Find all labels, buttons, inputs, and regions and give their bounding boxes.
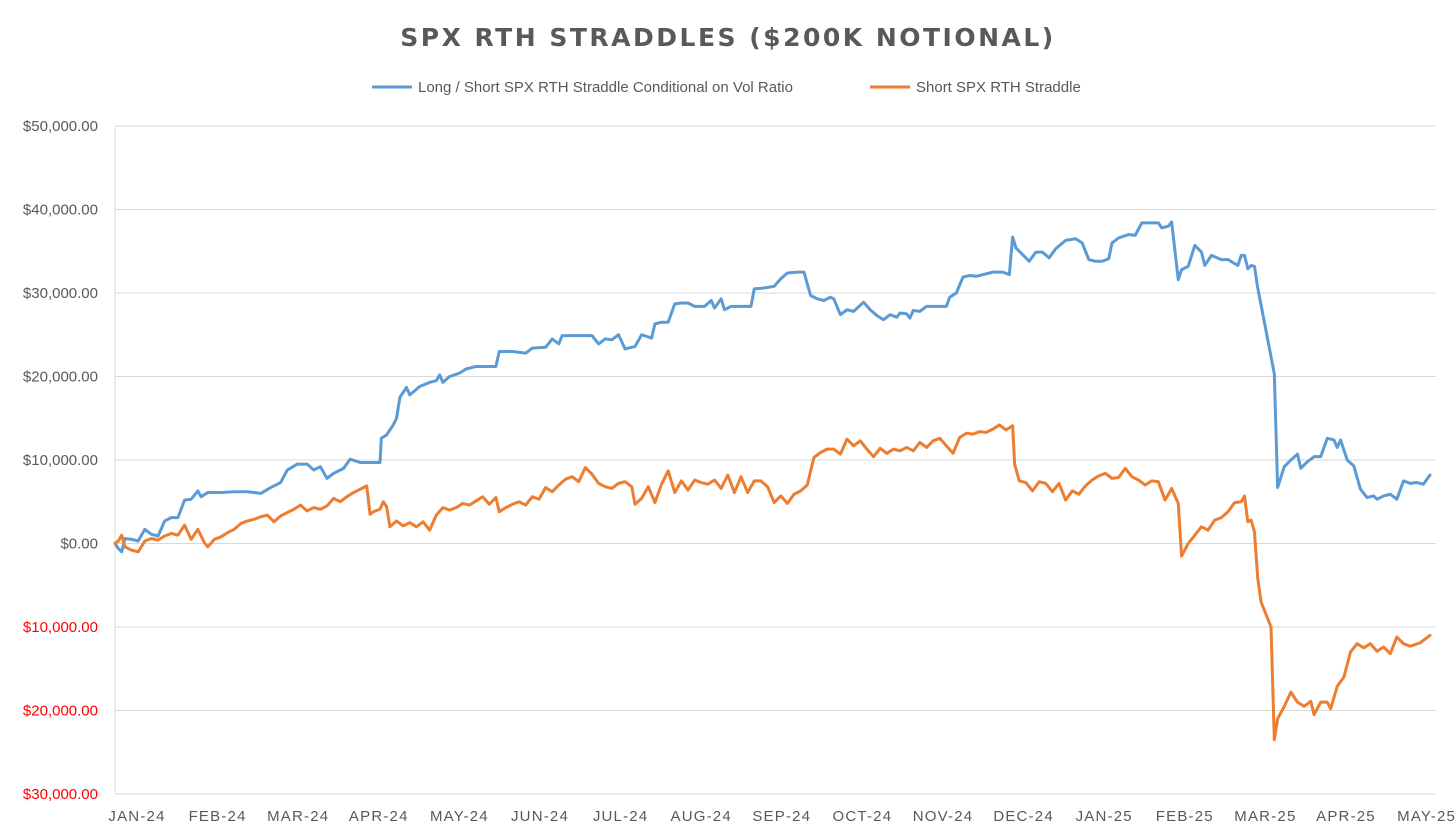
x-tick-label: MAY-25 xyxy=(1397,808,1456,825)
x-tick-label: NOV-24 xyxy=(913,808,974,825)
x-tick-label: DEC-24 xyxy=(993,808,1054,825)
y-tick-label: $10,000.00 xyxy=(23,452,98,469)
x-tick-label: JUL-24 xyxy=(593,808,649,825)
x-tick-label: SEP-24 xyxy=(752,808,811,825)
x-tick-label: MAR-25 xyxy=(1234,808,1296,825)
y-tick-label: $10,000.00 xyxy=(23,619,98,636)
y-tick-label: $30,000.00 xyxy=(23,786,98,803)
x-tick-label: MAY-24 xyxy=(430,808,489,825)
x-tick-label: FEB-24 xyxy=(189,808,247,825)
legend: Long / Short SPX RTH Straddle Conditiona… xyxy=(372,79,1081,96)
x-tick-label: JAN-24 xyxy=(108,808,165,825)
legend-label-long-short: Long / Short SPX RTH Straddle Conditiona… xyxy=(418,79,793,96)
x-tick-label: MAR-24 xyxy=(267,808,329,825)
legend-item-long-short: Long / Short SPX RTH Straddle Conditiona… xyxy=(372,79,793,96)
y-tick-label: $30,000.00 xyxy=(23,285,98,302)
y-tick-label: $20,000.00 xyxy=(23,703,98,720)
x-tick-label: APR-25 xyxy=(1316,808,1376,825)
x-tick-label: JAN-25 xyxy=(1076,808,1133,825)
x-tick-label: FEB-25 xyxy=(1156,808,1214,825)
chart-title: SPX RTH STRADDLES ($200K NOTIONAL) xyxy=(400,23,1055,52)
x-tick-label: JUN-24 xyxy=(511,808,569,825)
legend-item-short: Short SPX RTH Straddle xyxy=(870,79,1081,96)
y-tick-label: $0.00 xyxy=(60,536,98,553)
x-axis-ticks: JAN-24 FEB-24 MAR-24 APR-24 MAY-24 JUN-24 JUL-… xyxy=(108,808,1456,825)
x-tick-label: OCT-24 xyxy=(833,808,893,825)
legend-label-short: Short SPX RTH Straddle xyxy=(916,79,1081,96)
y-tick-label: $50,000.00 xyxy=(23,118,98,135)
series-layer xyxy=(113,220,1432,742)
series-line-long-short xyxy=(113,220,1432,554)
x-tick-label: APR-24 xyxy=(349,808,409,825)
gridlines xyxy=(115,125,1436,795)
y-axis-ticks: $50,000.00 $40,000.00 $30,000.00 $20,000.00… xyxy=(23,118,98,803)
series-line-short xyxy=(113,423,1432,742)
y-tick-label: $40,000.00 xyxy=(23,202,98,219)
x-tick-label: AUG-24 xyxy=(671,808,732,825)
y-tick-label: $20,000.00 xyxy=(23,369,98,386)
